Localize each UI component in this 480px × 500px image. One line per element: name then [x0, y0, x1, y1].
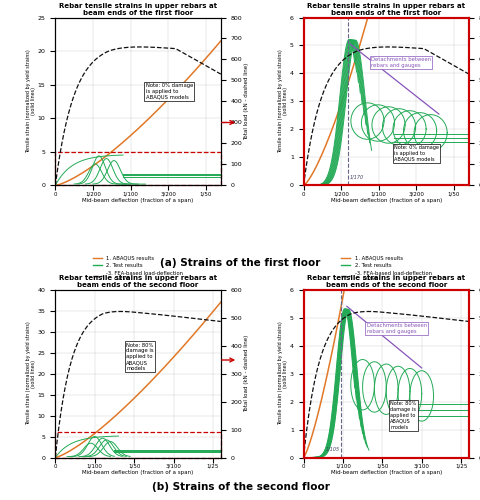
Bar	[55, 152, 220, 186]
Text: 1/170: 1/170	[349, 174, 363, 180]
Text: Detachments between
rebars and gauges: Detachments between rebars and gauges	[371, 57, 431, 68]
Legend: 1. ABAQUS results, 2. Test results, -3. FEA-based load-deflection
     curve: 1. ABAQUS results, 2. Test results, -3. …	[338, 254, 433, 284]
Y-axis label: Tensile strain (normalized by yield strains)
(solid lines): Tensile strain (normalized by yield stra…	[25, 322, 36, 426]
Bar	[55, 432, 220, 458]
Title: Rebar tensile strains in upper rebars at
beam ends of the first floor: Rebar tensile strains in upper rebars at…	[59, 2, 216, 16]
Text: 1/105: 1/105	[324, 446, 339, 452]
Y-axis label: Tensile strain (normalized by yield strains)
(solid lines): Tensile strain (normalized by yield stra…	[25, 50, 36, 154]
Title: Rebar tensile strains in upper rebars at
beam ends of the first floor: Rebar tensile strains in upper rebars at…	[307, 2, 464, 16]
Y-axis label: Total load (kN - dashed line): Total load (kN - dashed line)	[243, 335, 248, 412]
Legend: 1. ABAQUS results, 2. Test results, -3. FEA-based load-deflection
     curve: 1. ABAQUS results, 2. Test results, -3. …	[90, 254, 185, 284]
Text: Note: 0% damage
is applied to
ABAQUS models: Note: 0% damage is applied to ABAQUS mod…	[393, 145, 438, 162]
Text: Note: 0% damage
is applied to
ABAQUS models: Note: 0% damage is applied to ABAQUS mod…	[145, 83, 192, 100]
Text: Note: 80%
damage is
applied to
ABAQUS
models: Note: 80% damage is applied to ABAQUS mo…	[389, 402, 416, 429]
Y-axis label: Tensile strain (normalized by yield strains)
(solid lines): Tensile strain (normalized by yield stra…	[277, 322, 288, 426]
X-axis label: Mid-beam deflection (fraction of a span): Mid-beam deflection (fraction of a span)	[330, 470, 441, 475]
Text: (a) Strains of the first floor: (a) Strains of the first floor	[160, 258, 320, 268]
Text: Detachments between
rebars and gauges: Detachments between rebars and gauges	[366, 324, 426, 334]
X-axis label: Mid-beam deflection (fraction of a span): Mid-beam deflection (fraction of a span)	[82, 198, 193, 203]
Title: Rebar tensile strains in upper rebars at
beam ends of the second floor: Rebar tensile strains in upper rebars at…	[307, 275, 464, 288]
Text: (b) Strains of the second floor: (b) Strains of the second floor	[151, 482, 329, 492]
Title: Rebar tensile strains in upper rebars at
beam ends of the second floor: Rebar tensile strains in upper rebars at…	[59, 275, 216, 288]
Y-axis label: Tensile strain (normalized by yield strains)
(solid lines): Tensile strain (normalized by yield stra…	[277, 50, 288, 154]
X-axis label: Mid-beam deflection (fraction of a span): Mid-beam deflection (fraction of a span)	[330, 198, 441, 203]
Y-axis label: Total load (kN - dashed line): Total load (kN - dashed line)	[243, 63, 248, 140]
Text: Note: 80%
damage is
applied to
ABAQUS
models: Note: 80% damage is applied to ABAQUS mo…	[126, 342, 154, 371]
X-axis label: Mid-beam deflection (fraction of a span): Mid-beam deflection (fraction of a span)	[82, 470, 193, 475]
